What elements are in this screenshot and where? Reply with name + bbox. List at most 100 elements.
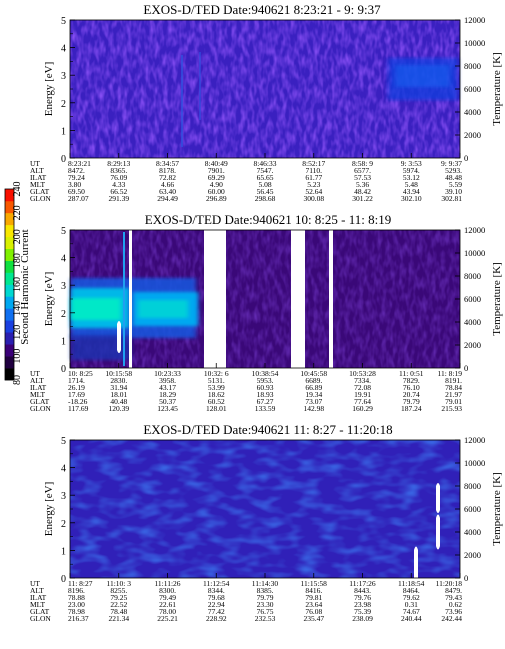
y2-tick-label: 0 xyxy=(464,573,468,583)
colorbar-tick-label: 200 xyxy=(12,229,23,244)
table-cell: 53.12 xyxy=(403,173,420,182)
table-cell: 22.52 xyxy=(110,600,127,609)
panel-3: EXOS-D/TED Date:940621 11: 8:27 - 11:20:… xyxy=(30,422,503,623)
colorbar-label: Second Harmonic Current xyxy=(19,229,31,344)
y-tick-label: 2 xyxy=(61,99,66,110)
y2-tick-label: 0 xyxy=(464,363,468,373)
table-cell: 43.94 xyxy=(403,187,420,196)
table-cell: 8:40:49 xyxy=(205,159,228,168)
table-row-label: GLAT xyxy=(30,607,50,616)
y-tick-label: 1 xyxy=(61,336,66,347)
panel-2-gap-3 xyxy=(329,230,333,368)
panel-1-title: EXOS-D/TED Date:940621 8:23:21 - 9: 9:37 xyxy=(143,2,381,17)
table-cell: 79.79 xyxy=(257,593,274,602)
table-row-label: UT xyxy=(30,369,40,378)
panel-2-title: EXOS-D/TED Date:940621 10: 8:25 - 11: 8:… xyxy=(145,212,392,227)
table-cell: 23.00 xyxy=(68,600,85,609)
table-cell: 235.47 xyxy=(303,614,324,623)
table-cell: 7547. xyxy=(257,166,274,175)
table-cell: 228.92 xyxy=(206,614,227,623)
y2-tick-label: 2000 xyxy=(464,550,481,560)
table-cell: 73.07 xyxy=(305,397,322,406)
table-cell: 11:12:54 xyxy=(203,579,230,588)
y2-tick-label: 6000 xyxy=(464,294,481,304)
y2-tick-label: 12000 xyxy=(464,15,485,25)
y2-tick-label: 4000 xyxy=(464,527,481,537)
table-cell: 72.08 xyxy=(354,383,371,392)
table-cell: 65.65 xyxy=(257,173,274,182)
table-cell: 66.52 xyxy=(110,187,127,196)
y-tick-label: 5 xyxy=(61,436,66,447)
table-cell: 2830. xyxy=(110,376,127,385)
y2-tick-label: 12000 xyxy=(464,225,485,235)
table-cell: 63.40 xyxy=(159,187,176,196)
panel-3-temperature-marker-3 xyxy=(436,483,440,513)
colorbar-swatch xyxy=(5,248,14,261)
y-tick-label: 3 xyxy=(61,491,66,502)
table-cell: 11:15:58 xyxy=(301,579,328,588)
colorbar-swatch xyxy=(5,332,14,345)
table-cell: 76.09 xyxy=(110,173,127,182)
table-cell: 4.33 xyxy=(112,180,125,189)
table-row-label: GLON xyxy=(30,404,51,413)
table-cell: 120.39 xyxy=(108,404,129,413)
table-cell: 79.24 xyxy=(68,173,85,182)
y-tick-label: 2 xyxy=(61,309,66,320)
panel-2-gap-4 xyxy=(129,230,132,368)
table-cell: 9: 3:53 xyxy=(401,159,422,168)
y-tick-label: 5 xyxy=(61,226,66,237)
colorbar-swatch xyxy=(5,260,14,273)
table-row-label: GLAT xyxy=(30,187,50,196)
table-row-label: ILAT xyxy=(30,593,47,602)
table-cell: 5953. xyxy=(257,376,274,385)
y2-tick-label: 4000 xyxy=(464,317,481,327)
y-tick-label: 1 xyxy=(61,126,66,137)
table-cell: 11:14:30 xyxy=(252,579,279,588)
table-cell: 238.09 xyxy=(352,614,373,623)
table-cell: 77.42 xyxy=(208,607,225,616)
table-cell: 5131. xyxy=(208,376,225,385)
y2-tick-label: 10000 xyxy=(464,458,485,468)
table-cell: 74.67 xyxy=(403,607,420,616)
y2-tick-label: 4000 xyxy=(464,107,481,117)
panel-2-low-band xyxy=(71,335,131,360)
table-cell: 5.59 xyxy=(449,180,462,189)
y2-tick-label: 8000 xyxy=(464,271,481,281)
table-cell: 8344. xyxy=(208,586,225,595)
table-cell: 302.81 xyxy=(441,194,462,203)
y-tick-label: 1 xyxy=(61,546,66,557)
y-tick-label: 0 xyxy=(61,364,66,375)
table-cell: 78.00 xyxy=(159,607,176,616)
table-cell: 240.44 xyxy=(401,614,422,623)
table-cell: 60.93 xyxy=(257,383,274,392)
table-cell: 5.23 xyxy=(307,180,320,189)
table-cell: 79.43 xyxy=(445,593,462,602)
panel-3-y2-axis: 0 2000 4000 6000 8000 10000 12000 xyxy=(455,435,485,583)
table-row-label: ALT xyxy=(30,166,44,175)
table-cell: 10:38:54 xyxy=(252,369,279,378)
table-cell: -18.26 xyxy=(68,397,88,406)
table-cell: 8385. xyxy=(257,586,274,595)
colorbar-tick-label: 120 xyxy=(12,325,23,340)
table-cell: 8178. xyxy=(159,166,176,175)
colorbar-tick-label: 160 xyxy=(12,277,23,292)
table-cell: 23.30 xyxy=(257,600,274,609)
table-cell: 128.01 xyxy=(206,404,227,413)
colorbar-swatch xyxy=(5,344,14,357)
table-cell: 5.48 xyxy=(405,180,418,189)
table-cell: 78.84 xyxy=(445,383,462,392)
colorbar-swatch xyxy=(5,368,14,381)
table-cell: 78.88 xyxy=(68,593,85,602)
table-cell: 79.68 xyxy=(208,593,225,602)
table-cell: 10:45:58 xyxy=(300,369,327,378)
colorbar-tick-label: 240 xyxy=(12,182,23,197)
table-cell: 67.27 xyxy=(257,397,274,406)
table-cell: 10:15:58 xyxy=(105,369,132,378)
y2-tick-label: 2000 xyxy=(464,340,481,350)
table-cell: 11:17:26 xyxy=(349,579,376,588)
table-cell: 79.49 xyxy=(159,593,176,602)
table-cell: 10:32: 6 xyxy=(204,369,229,378)
panel-1-spectrogram xyxy=(70,20,460,158)
